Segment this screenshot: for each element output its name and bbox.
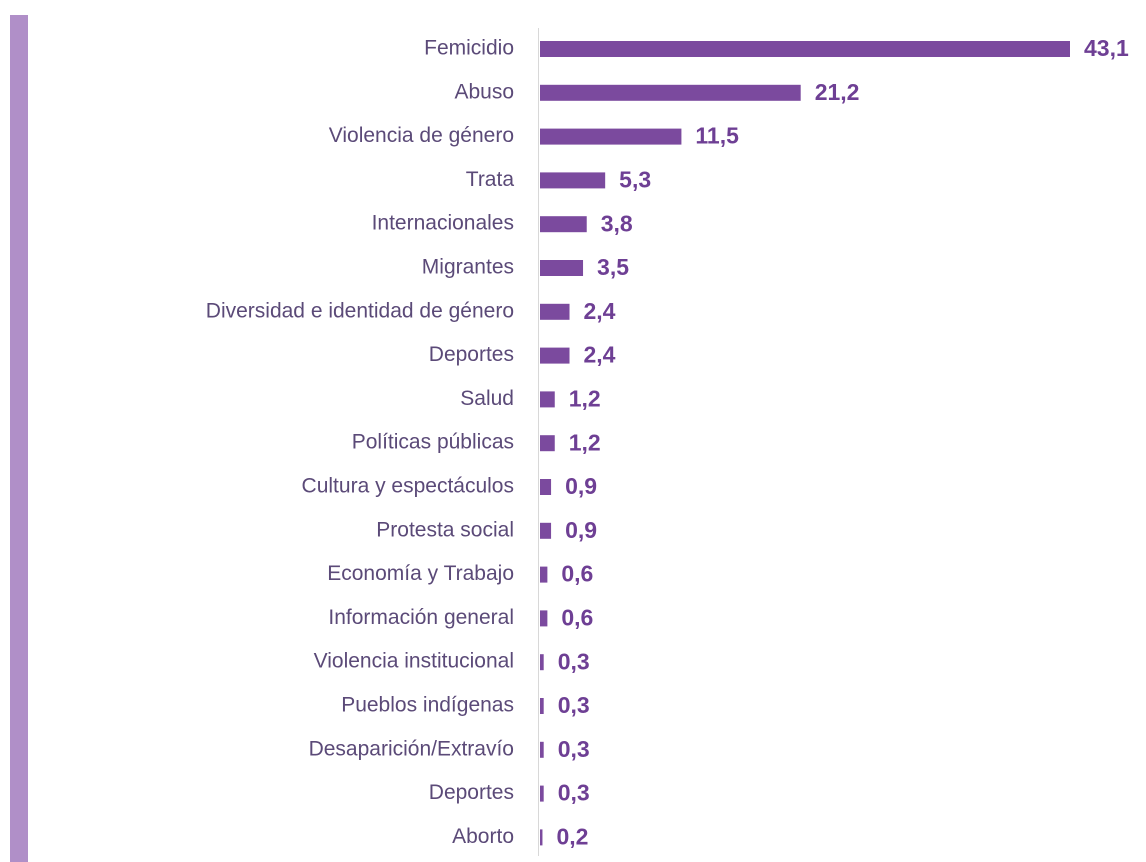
- value-label: 0,2: [556, 823, 588, 849]
- category-label: Deportes: [429, 343, 514, 366]
- bar: [540, 479, 552, 495]
- bar: [540, 698, 544, 714]
- category-label: Diversidad e identidad de género: [206, 299, 514, 322]
- category-label: Protesta social: [376, 518, 514, 541]
- bar: [540, 829, 543, 846]
- value-label: 3,5: [597, 254, 629, 280]
- value-label: 1,2: [569, 429, 601, 455]
- value-label: 0,3: [558, 692, 590, 718]
- category-label: Femicidio: [424, 37, 514, 60]
- side-stripe: [10, 15, 28, 862]
- value-label: 2,4: [584, 342, 616, 368]
- category-label: Aborto: [452, 825, 514, 848]
- category-label: Abuso: [454, 80, 514, 103]
- bar: [540, 741, 544, 758]
- value-label: 21,2: [815, 79, 860, 105]
- bar: [540, 654, 544, 671]
- value-label: 0,9: [565, 517, 597, 543]
- value-label: 0,3: [558, 648, 590, 674]
- bar: [540, 41, 1070, 57]
- category-label: Violencia de género: [329, 124, 514, 147]
- bar: [540, 84, 801, 101]
- bar: [540, 303, 570, 320]
- category-label: Desaparición/Extravío: [309, 737, 514, 760]
- bar: [540, 785, 544, 802]
- value-label: 3,8: [601, 210, 633, 236]
- category-label: Deportes: [429, 781, 514, 804]
- bar: [540, 172, 606, 189]
- value-label: 0,6: [561, 561, 593, 587]
- category-label: Políticas públicas: [352, 431, 514, 454]
- category-label: Trata: [466, 168, 515, 191]
- bar: [540, 216, 587, 233]
- bar: [540, 391, 555, 408]
- value-label: 2,4: [584, 298, 616, 324]
- category-label: Información general: [328, 606, 514, 629]
- bar: [540, 435, 555, 452]
- value-label: 0,6: [561, 604, 593, 630]
- value-label: 5,3: [619, 166, 651, 192]
- bar: [540, 260, 584, 276]
- category-label: Economía y Trabajo: [327, 562, 514, 585]
- value-label: 0,3: [558, 736, 590, 762]
- value-label: 0,9: [565, 473, 597, 499]
- category-label: Migrantes: [422, 256, 514, 279]
- value-label: 11,5: [695, 123, 739, 149]
- value-label: 0,3: [558, 780, 590, 806]
- category-label: Cultura y espectáculos: [302, 475, 514, 498]
- category-label: Internacionales: [372, 212, 514, 235]
- category-label: Violencia institucional: [314, 650, 514, 673]
- category-label: Salud: [460, 387, 514, 410]
- bar: [540, 522, 552, 539]
- bar: [540, 610, 548, 627]
- bar: [540, 347, 570, 364]
- value-label: 1,2: [569, 385, 601, 411]
- bar: [540, 128, 682, 145]
- category-label: Pueblos indígenas: [341, 694, 514, 717]
- bar: [540, 566, 548, 583]
- value-label: 43,1: [1084, 35, 1129, 61]
